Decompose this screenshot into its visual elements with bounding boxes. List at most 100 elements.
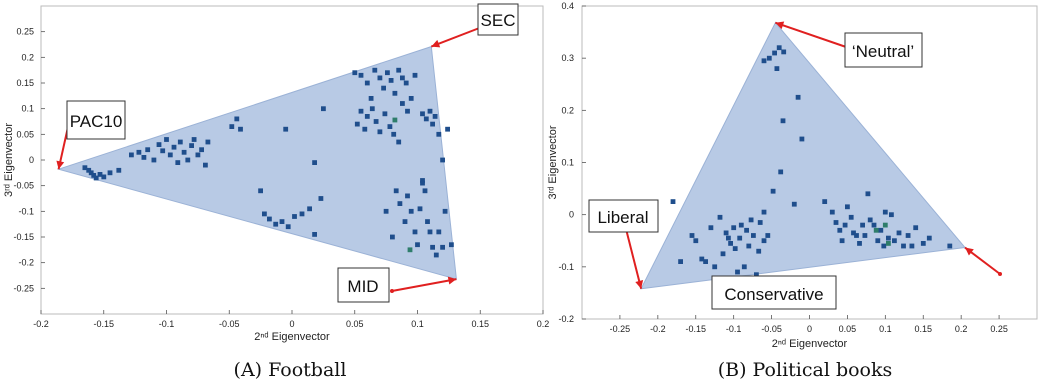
data-point bbox=[839, 238, 845, 244]
data-point bbox=[312, 232, 317, 237]
data-point bbox=[383, 208, 389, 214]
data-point bbox=[381, 85, 386, 91]
data-point bbox=[229, 124, 235, 129]
annotation-arrowhead bbox=[775, 21, 785, 30]
x-tick-label: -0.15 bbox=[93, 319, 114, 329]
data-point bbox=[442, 208, 448, 214]
data-point bbox=[273, 221, 279, 227]
data-point bbox=[393, 188, 399, 194]
data-point bbox=[141, 155, 147, 160]
data-point bbox=[865, 191, 871, 197]
data-point bbox=[392, 90, 398, 96]
data-point bbox=[402, 219, 408, 224]
annotation-arrowhead bbox=[965, 247, 974, 256]
annotation-arrowhead bbox=[635, 280, 644, 289]
data-point bbox=[405, 108, 410, 114]
data-point bbox=[352, 70, 358, 76]
data-point bbox=[905, 233, 911, 238]
data-point bbox=[754, 272, 759, 278]
data-point bbox=[920, 241, 926, 246]
data-point bbox=[770, 188, 776, 194]
panel-caption: (B) Political books bbox=[718, 359, 893, 381]
annotation-box bbox=[588, 199, 659, 233]
x-tick-label: 0.2 bbox=[537, 319, 550, 329]
data-point bbox=[892, 238, 897, 244]
data-point bbox=[732, 246, 738, 251]
data-point bbox=[191, 137, 197, 142]
y-tick-label: 0.4 bbox=[561, 1, 574, 11]
data-point bbox=[377, 129, 383, 135]
data-point bbox=[164, 137, 169, 142]
data-point bbox=[382, 111, 388, 117]
data-point bbox=[909, 243, 915, 249]
data-point bbox=[881, 243, 887, 249]
annotation-arrow bbox=[624, 224, 643, 289]
data-point bbox=[101, 174, 107, 180]
data-point bbox=[307, 206, 312, 212]
simplex-triangle bbox=[56, 45, 457, 280]
data-point bbox=[670, 199, 676, 204]
x-tick-label: 0.1 bbox=[411, 319, 424, 329]
x-tick-label: 0 bbox=[289, 319, 294, 329]
data-point bbox=[776, 45, 782, 51]
data-point bbox=[373, 119, 379, 124]
data-point bbox=[177, 139, 183, 145]
data-point bbox=[396, 67, 402, 73]
data-point bbox=[867, 217, 873, 223]
data-point bbox=[822, 199, 828, 204]
x-tick-label: 0.1 bbox=[879, 324, 892, 334]
y-tick-label: -0.05 bbox=[13, 181, 34, 191]
data-point bbox=[362, 126, 368, 132]
data-point bbox=[185, 157, 191, 163]
data-point bbox=[735, 269, 740, 275]
x-tick-label: -0.2 bbox=[650, 324, 666, 334]
x-tick-label: -0.1 bbox=[159, 319, 175, 329]
data-point bbox=[405, 193, 410, 199]
data-point bbox=[896, 230, 902, 236]
x-tick-label: -0.1 bbox=[726, 324, 742, 334]
data-point bbox=[321, 106, 326, 112]
data-point bbox=[234, 116, 240, 122]
annotation-label: Conservative bbox=[724, 285, 823, 304]
data-point bbox=[136, 149, 142, 155]
data-point bbox=[368, 96, 374, 101]
data-point bbox=[354, 121, 360, 127]
data-point bbox=[318, 196, 324, 201]
x-tick-label: -0.2 bbox=[33, 319, 49, 329]
data-point bbox=[412, 229, 418, 235]
y-tick-label: 0.1 bbox=[561, 158, 574, 168]
data-point bbox=[171, 144, 177, 150]
data-point bbox=[420, 111, 425, 117]
data-point bbox=[427, 229, 433, 235]
data-point bbox=[795, 94, 801, 100]
data-point bbox=[901, 243, 906, 249]
data-point bbox=[723, 230, 729, 236]
data-point bbox=[358, 72, 364, 78]
x-tick-label: 0.25 bbox=[990, 324, 1008, 334]
y-tick-label: 0.15 bbox=[16, 78, 34, 88]
data-point bbox=[432, 114, 438, 119]
x-tick-label: 0.15 bbox=[471, 319, 489, 329]
data-point bbox=[88, 170, 94, 176]
annotation-label: Liberal bbox=[597, 208, 648, 227]
data-point bbox=[757, 220, 763, 225]
data-point bbox=[436, 229, 442, 235]
data-point bbox=[728, 241, 733, 246]
data-point bbox=[262, 211, 267, 217]
data-point bbox=[678, 259, 683, 264]
data-point bbox=[772, 50, 777, 56]
data-point bbox=[744, 227, 749, 233]
x-axis-label: 2ⁿᵈ Eigenvector bbox=[254, 331, 330, 343]
x-tick-label: 0 bbox=[807, 324, 812, 334]
data-point bbox=[862, 233, 868, 238]
y-axis-label: 3ʳᵈ Eigenvector bbox=[3, 123, 15, 197]
data-point bbox=[415, 242, 420, 248]
y-tick-label: 0.3 bbox=[561, 53, 574, 63]
annotation-anchor bbox=[390, 289, 394, 293]
data-point bbox=[397, 201, 403, 206]
data-point bbox=[82, 165, 88, 171]
x-tick-label: -0.25 bbox=[610, 324, 631, 334]
data-point bbox=[285, 224, 291, 230]
data-point bbox=[358, 108, 364, 114]
data-point bbox=[390, 234, 395, 240]
